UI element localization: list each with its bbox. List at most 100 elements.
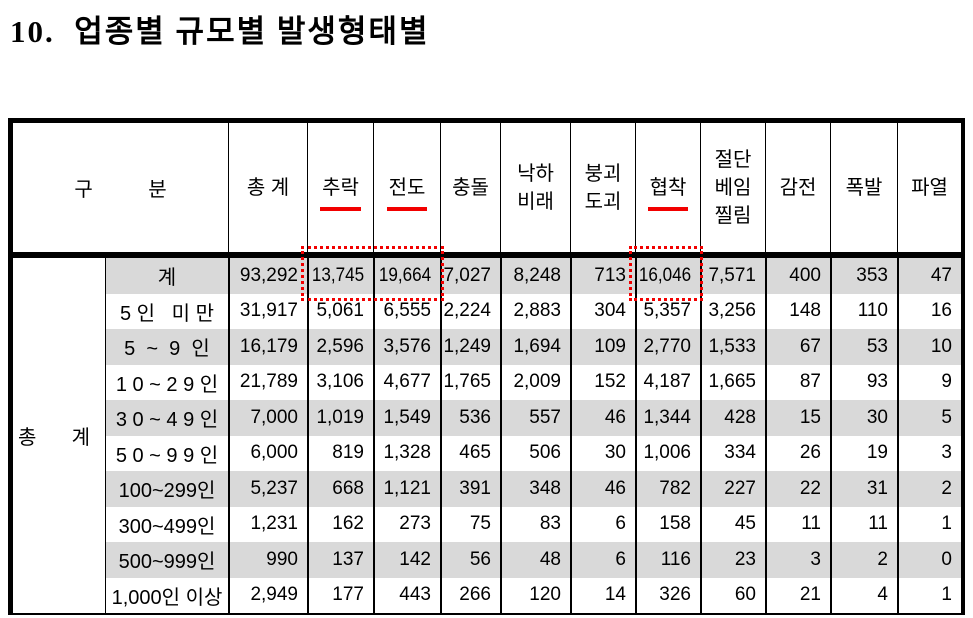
- data-cell-boxed: 16,046: [635, 258, 700, 294]
- data-cell: 16: [897, 293, 961, 329]
- data-cell: 5: [897, 400, 961, 436]
- col-header-explosion: 폭발: [830, 123, 897, 258]
- data-cell: 782: [635, 471, 700, 507]
- data-cell: 152: [570, 364, 635, 400]
- data-cell: 45: [700, 506, 765, 542]
- data-cell: 1,549: [373, 400, 440, 436]
- row-label: 계: [105, 258, 228, 294]
- data-cell: 2: [830, 542, 897, 578]
- data-cell: 1,533: [700, 329, 765, 365]
- data-cell: 3: [765, 542, 830, 578]
- data-cell: 5,237: [228, 471, 307, 507]
- data-cell: 21: [765, 577, 830, 613]
- data-cell: 6: [570, 542, 635, 578]
- highlight-box-caught-in: [629, 246, 703, 301]
- data-cell: 428: [700, 400, 765, 436]
- col-header-collision: 충돌: [440, 123, 500, 258]
- data-cell: 2,883: [500, 293, 570, 329]
- data-cell: 48: [500, 542, 570, 578]
- data-cell: 7,027: [440, 258, 500, 294]
- data-cell: 1,694: [500, 329, 570, 365]
- data-cell: 75: [440, 506, 500, 542]
- data-cell: 1,121: [373, 471, 440, 507]
- data-cell: 137: [307, 542, 373, 578]
- data-cell: 19: [830, 435, 897, 471]
- data-cell: 443: [373, 577, 440, 613]
- data-cell: 273: [373, 506, 440, 542]
- data-cell: 326: [635, 577, 700, 613]
- data-cell: 353: [830, 258, 897, 294]
- data-cell: 23: [700, 542, 765, 578]
- data-cell: 990: [228, 542, 307, 578]
- data-cell: 391: [440, 471, 500, 507]
- data-cell: 1,665: [700, 364, 765, 400]
- data-cell: 162: [307, 506, 373, 542]
- data-cell: 1,344: [635, 400, 700, 436]
- data-cell: 10: [897, 329, 961, 365]
- data-cell: 266: [440, 577, 500, 613]
- data-cell: 2,009: [500, 364, 570, 400]
- data-cell-boxed: 19,664: [373, 258, 440, 294]
- data-cell: 4: [830, 577, 897, 613]
- data-cell: 30: [830, 400, 897, 436]
- row-label: 5 ~ 9 인: [105, 329, 228, 365]
- data-cell: 26: [765, 435, 830, 471]
- data-cell: 2,224: [440, 293, 500, 329]
- data-cell: 93,292: [228, 258, 307, 294]
- stats-table: 구 분 총 계 추락 전도 충돌 낙하 비래 붕괴 도괴 협착 절단 베임 찔림…: [8, 118, 965, 615]
- data-cell: 2,949: [228, 577, 307, 613]
- data-cell: 1: [897, 577, 961, 613]
- data-cell: 47: [897, 258, 961, 294]
- data-cell: 87: [765, 364, 830, 400]
- data-cell: 60: [700, 577, 765, 613]
- data-cell: 11: [830, 506, 897, 542]
- col-header-falling-object: 낙하 비래: [500, 123, 570, 258]
- data-cell: 713: [570, 258, 635, 294]
- data-cell: 7,000: [228, 400, 307, 436]
- side-label-right: 계: [71, 427, 90, 449]
- data-cell: 506: [500, 435, 570, 471]
- col-header-caught-in: 협착: [635, 123, 700, 258]
- data-cell: 3,256: [700, 293, 765, 329]
- row-label: 1,000인 이상: [105, 577, 228, 613]
- data-cell: 819: [307, 435, 373, 471]
- data-cell: 1,231: [228, 506, 307, 542]
- data-cell: 1,765: [440, 364, 500, 400]
- data-cell: 334: [700, 435, 765, 471]
- data-cell: 9: [897, 364, 961, 400]
- row-label: 500~999인: [105, 542, 228, 578]
- data-cell: 142: [373, 542, 440, 578]
- col-header-electric-shock: 감전: [765, 123, 830, 258]
- data-cell: 15: [765, 400, 830, 436]
- data-cell: 2: [897, 471, 961, 507]
- data-cell: 6: [570, 506, 635, 542]
- data-cell: 1: [897, 506, 961, 542]
- data-cell: 7,571: [700, 258, 765, 294]
- data-cell: 0: [897, 542, 961, 578]
- side-group-label: 총 계: [13, 258, 105, 613]
- row-label: 5 0 ~ 9 9 인: [105, 435, 228, 471]
- data-cell: 668: [307, 471, 373, 507]
- data-cell: 3,576: [373, 329, 440, 365]
- data-cell: 31,917: [228, 293, 307, 329]
- row-label: 5 인 미 만: [105, 293, 228, 329]
- data-cell: 3,106: [307, 364, 373, 400]
- data-cell: 1,019: [307, 400, 373, 436]
- data-cell: 227: [700, 471, 765, 507]
- data-cell: 158: [635, 506, 700, 542]
- row-label: 300~499인: [105, 506, 228, 542]
- data-cell: 1,328: [373, 435, 440, 471]
- data-cell: 536: [440, 400, 500, 436]
- row-label: 1 0 ~ 2 9 인: [105, 364, 228, 400]
- data-cell: 148: [765, 293, 830, 329]
- highlight-box-fall-overturn: [301, 246, 444, 301]
- data-cell: 6,000: [228, 435, 307, 471]
- row-label: 3 0 ~ 4 9 인: [105, 400, 228, 436]
- data-cell: 110: [830, 293, 897, 329]
- data-cell: 21,789: [228, 364, 307, 400]
- data-cell: 120: [500, 577, 570, 613]
- data-cell: 11: [765, 506, 830, 542]
- data-cell: 4,187: [635, 364, 700, 400]
- data-cell: 8,248: [500, 258, 570, 294]
- col-header-collapse: 붕괴 도괴: [570, 123, 635, 258]
